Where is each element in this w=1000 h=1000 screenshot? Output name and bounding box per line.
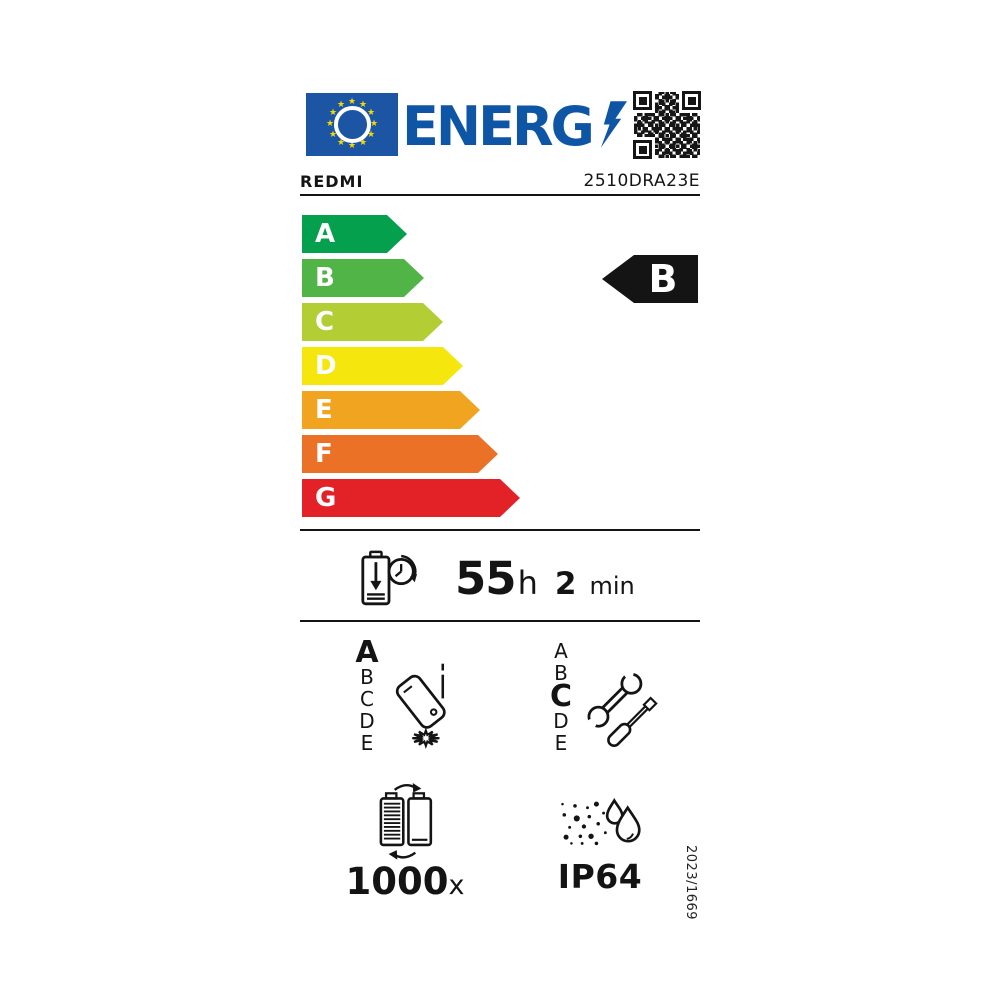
star-icon: ★	[369, 119, 379, 129]
rating-bar-d: D	[302, 347, 463, 385]
rating-bar-letter: D	[315, 351, 337, 381]
brand-row: REDMI 2510DRA23E	[300, 170, 700, 196]
rating-bar-c: C	[302, 303, 443, 341]
star-icon: ★	[328, 108, 338, 118]
falling-phone-icon	[395, 663, 446, 749]
qr-finder	[682, 91, 701, 110]
regulation-number: 2023/1669	[683, 845, 698, 921]
star-icon: ★	[325, 119, 335, 129]
qr-code-icon	[633, 91, 701, 159]
scale-letter: B	[554, 661, 568, 685]
endurance-hours: 55	[455, 552, 517, 605]
cycles-unit: x	[448, 870, 465, 901]
scale-letter: E	[554, 731, 568, 755]
energy-rating-scale: A B C D E F G	[302, 215, 520, 523]
star-icon: ★	[358, 100, 368, 110]
rating-bar-letter: E	[315, 395, 333, 425]
star-icon: ★	[336, 100, 346, 110]
battery-cycles-icon	[379, 782, 433, 860]
brand-name: REDMI	[300, 172, 364, 191]
battery-endurance: 55 h 2 min	[455, 552, 635, 605]
battery-cycles-value: 1000x	[340, 860, 470, 903]
divider	[300, 620, 700, 622]
scale-letter: C	[360, 687, 374, 711]
star-icon: ★	[347, 97, 357, 107]
star-icon: ★	[358, 138, 368, 148]
rating-bar-g: G	[302, 479, 520, 517]
star-icon: ★	[328, 130, 338, 140]
battery-cycles-section: 1000x	[340, 780, 470, 903]
rating-bar-letter: B	[315, 263, 335, 293]
scale-letter: D	[359, 709, 375, 733]
qr-finder	[633, 91, 652, 110]
drop-resistance-section: A B C D E	[352, 635, 458, 755]
star-icon: ★	[336, 138, 346, 148]
star-icon: ★	[347, 141, 357, 151]
battery-clock-icon	[361, 550, 418, 606]
endurance-minutes-unit: min	[589, 572, 635, 600]
rating-bar-letter: A	[315, 219, 336, 249]
repairability-section: A B C D E	[546, 640, 660, 754]
repair-tools-icon	[586, 669, 658, 748]
dust-water-icon	[561, 798, 641, 846]
scale-letter: E	[360, 731, 374, 755]
rating-bar-letter: C	[315, 307, 335, 337]
drop-grade: A	[355, 635, 379, 670]
flag-ring	[333, 106, 371, 143]
ingress-protection-section: IP64	[545, 797, 655, 896]
ip-rating: IP64	[557, 857, 643, 896]
endurance-hours-unit: h	[517, 564, 538, 602]
star-icon: ★	[366, 108, 376, 118]
scale-letter: B	[360, 665, 374, 689]
cycles-number: 1000	[345, 860, 449, 903]
rating-bar-a: A	[302, 215, 407, 253]
scale-letter: D	[553, 709, 569, 733]
repairability-grade: C	[549, 679, 573, 714]
star-icon: ★	[366, 130, 376, 140]
repairability-scale: A B C D E	[546, 640, 576, 754]
rating-bar-e: E	[302, 391, 480, 429]
qr-finder	[633, 140, 652, 159]
model-number: 2510DRA23E	[583, 171, 700, 191]
scale-letter: A	[554, 639, 568, 663]
energy-class-arrow: B	[602, 255, 698, 303]
endurance-minutes: 2	[554, 566, 577, 602]
eu-flag-icon: ★ ★ ★ ★ ★ ★ ★ ★ ★ ★ ★ ★	[306, 93, 398, 156]
drop-resistance-scale: A B C D E	[352, 635, 382, 755]
rating-bar-letter: G	[315, 483, 337, 513]
energy-class-letter: B	[648, 257, 678, 301]
lightning-bolt-icon	[600, 101, 627, 148]
divider	[300, 529, 700, 531]
rating-bar-b: B	[302, 259, 424, 297]
rating-bar-letter: F	[315, 439, 333, 469]
rating-bar-f: F	[302, 435, 498, 473]
energ-logo: ENERG	[402, 95, 595, 158]
